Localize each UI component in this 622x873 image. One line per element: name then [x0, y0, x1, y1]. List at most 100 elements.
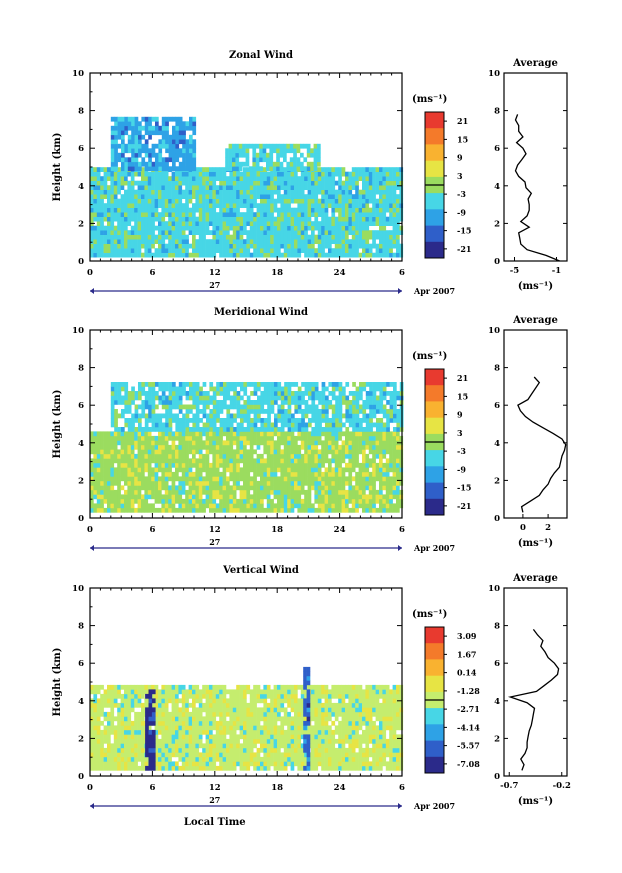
heatmap-cell — [182, 422, 186, 428]
heatmap-cell — [331, 248, 336, 253]
heatmap-cell — [355, 167, 359, 172]
heatmap-cell — [385, 458, 390, 464]
heatmap-cell — [256, 176, 261, 181]
heatmap-cell — [121, 386, 125, 392]
heatmap-cell — [307, 476, 312, 482]
heatmap-cell — [253, 180, 257, 186]
heatmap-cell — [185, 418, 190, 423]
heatmap-cell — [379, 765, 383, 771]
heatmap-cell — [219, 476, 223, 482]
heatmap-cell — [283, 485, 288, 491]
heatmap-cell — [314, 185, 319, 190]
heatmap-cell — [226, 440, 230, 446]
heatmap-cell — [307, 171, 312, 177]
heatmap-cell — [358, 225, 363, 231]
heatmap-cell — [355, 458, 359, 464]
heatmap-cell — [277, 185, 281, 190]
heatmap-cell — [229, 427, 234, 432]
heatmap-cell — [362, 440, 366, 446]
heatmap-cell — [273, 171, 278, 177]
heatmap-cell — [249, 176, 254, 181]
heatmap-cell — [399, 230, 404, 235]
heatmap-cell — [382, 404, 387, 410]
heatmap-cell — [297, 198, 302, 204]
heatmap-cell — [308, 418, 312, 423]
heatmap-cell — [175, 198, 179, 204]
heatmap-cell — [331, 444, 336, 450]
heatmap-cell — [151, 485, 155, 491]
heatmap-cell — [290, 230, 295, 235]
heatmap-cell — [127, 489, 132, 495]
heatmap-cell — [185, 409, 190, 414]
heatmap-cell — [335, 404, 339, 410]
heatmap-cell — [303, 157, 308, 163]
heatmap-cell — [93, 239, 98, 244]
heatmap-cell — [277, 404, 282, 410]
heatmap-cell — [385, 198, 390, 204]
heatmap-cell — [219, 212, 223, 217]
heatmap-cell — [226, 194, 230, 199]
heatmap-cell — [260, 239, 264, 244]
heatmap-cell — [175, 765, 179, 771]
heatmap-cell — [198, 203, 203, 208]
heatmap-cell — [222, 507, 227, 513]
heatmap-cell — [372, 489, 376, 495]
heatmap-cell — [130, 171, 135, 177]
heatmap-cell — [307, 221, 312, 226]
heatmap-cell — [280, 225, 285, 231]
heatmap-cell — [273, 761, 278, 767]
heatmap-cell — [130, 761, 135, 767]
heatmap-cell — [389, 382, 394, 387]
heatmap-cell — [338, 471, 342, 477]
heatmap-cell — [189, 395, 193, 401]
heatmap-cell — [117, 503, 121, 509]
heatmap-cell — [284, 386, 288, 392]
month-label: Apr 2007 — [413, 286, 455, 296]
heatmap-cell — [124, 467, 128, 473]
heatmap-cell — [280, 453, 285, 459]
heatmap-cell — [212, 230, 217, 235]
heatmap-cell — [134, 243, 138, 249]
heatmap-cell — [233, 382, 237, 387]
heatmap-cell — [351, 243, 356, 249]
heatmap-cell — [277, 418, 282, 423]
heatmap-cell — [93, 444, 98, 450]
heatmap-cell — [300, 234, 305, 240]
heatmap-cell — [300, 480, 305, 486]
heatmap-cell — [365, 216, 370, 222]
heatmap-cell — [348, 462, 353, 468]
heatmap-cell — [96, 507, 101, 513]
heatmap-cell — [209, 176, 213, 181]
heatmap-cell — [154, 207, 159, 213]
heatmap-cell — [168, 391, 173, 396]
heatmap-cell — [253, 176, 257, 181]
heatmap-cell — [246, 418, 251, 423]
heatmap-cell — [181, 212, 186, 217]
heatmap-cell — [124, 444, 128, 450]
heatmap-cell — [386, 409, 390, 414]
heatmap-cell — [137, 435, 142, 441]
heatmap-cell — [260, 171, 264, 177]
heatmap-cell — [260, 225, 264, 231]
heatmap-cell — [164, 180, 169, 186]
heatmap-cell — [209, 395, 214, 401]
heatmap-cell — [240, 427, 244, 432]
heatmap-cell — [215, 234, 220, 240]
heatmap-cell — [158, 234, 162, 240]
heatmap-cell — [110, 225, 115, 231]
heatmap-cell — [307, 234, 312, 240]
heatmap-cell — [103, 494, 108, 500]
heatmap-cell — [379, 395, 384, 401]
heatmap-cell — [202, 167, 206, 172]
heatmap-cell — [100, 458, 104, 464]
heatmap-cell — [172, 418, 176, 423]
heatmap-cell — [303, 143, 308, 149]
heatmap-cell — [382, 180, 387, 186]
heatmap-cell — [386, 400, 390, 405]
heatmap-cell — [263, 444, 268, 450]
heatmap-cell — [243, 409, 248, 414]
heatmap-cell — [134, 444, 138, 450]
heatmap-cell — [138, 130, 142, 136]
heatmap-cell — [188, 198, 193, 204]
heatmap-cell — [249, 203, 254, 208]
